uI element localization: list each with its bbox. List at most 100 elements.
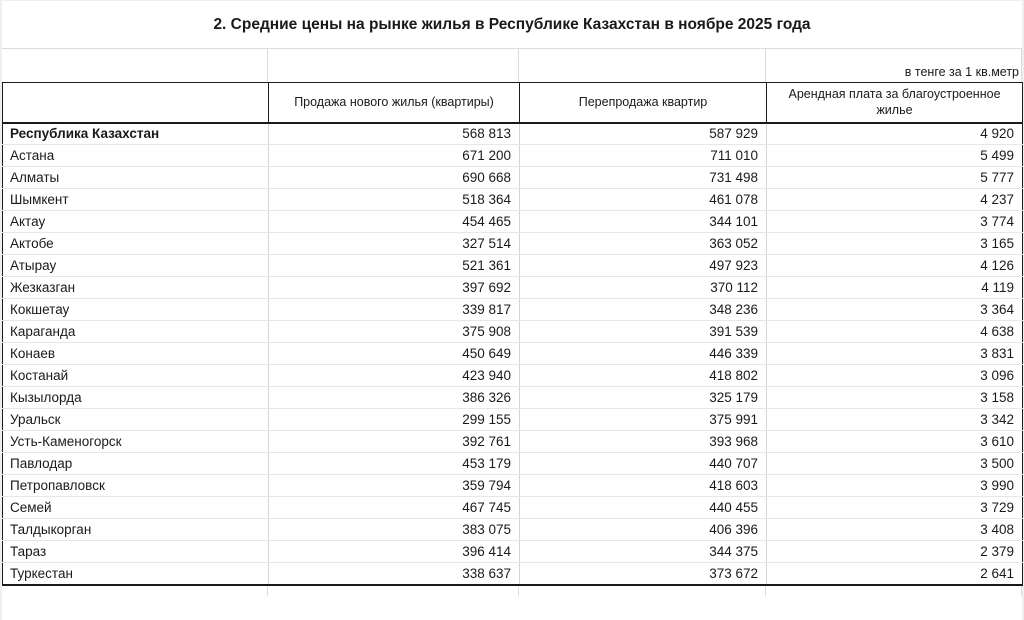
resale-cell: 363 052: [519, 232, 767, 255]
new-sale-cell: 386 326: [268, 386, 520, 409]
new-sale-cell: 397 692: [268, 276, 520, 299]
region-cell: Павлодар: [2, 452, 269, 475]
column-header-rent: Арендная плата за благоустроенное жилье: [766, 82, 1023, 124]
table-row: Семей 467 745 440 455 3 729: [2, 496, 1023, 519]
new-sale-cell: 453 179: [268, 452, 520, 475]
rent-cell: 4 119: [766, 276, 1023, 299]
region-cell: Семей: [2, 496, 269, 519]
resale-cell: 344 375: [519, 540, 767, 563]
resale-cell: 587 929: [519, 122, 767, 145]
resale-cell: 348 236: [519, 298, 767, 321]
resale-cell: 375 991: [519, 408, 767, 431]
table-row: Астана 671 200 711 010 5 499: [2, 144, 1023, 167]
partial-cell: [268, 585, 519, 596]
resale-cell: 370 112: [519, 276, 767, 299]
units-band: в тенге за 1 кв.метр: [2, 49, 1022, 82]
resale-cell: 325 179: [519, 386, 767, 409]
table-row: Туркестан 338 637 373 672 2 641: [2, 562, 1023, 586]
resale-cell: 731 498: [519, 166, 767, 189]
rent-cell: 2 379: [766, 540, 1023, 563]
new-sale-cell: 392 761: [268, 430, 520, 453]
rent-cell: 3 610: [766, 430, 1023, 453]
region-cell: Республика Казахстан: [2, 122, 269, 145]
resale-cell: 418 802: [519, 364, 767, 387]
region-cell: Караганда: [2, 320, 269, 343]
table-row: Талдыкорган 383 075 406 396 3 408: [2, 518, 1023, 541]
region-cell: Кокшетау: [2, 298, 269, 321]
resale-cell: 497 923: [519, 254, 767, 277]
table-row: Петропавловск 359 794 418 603 3 990: [2, 474, 1023, 497]
resale-cell: 393 968: [519, 430, 767, 453]
rent-cell: 3 831: [766, 342, 1023, 365]
region-cell: Конаев: [2, 342, 269, 365]
region-cell: Костанай: [2, 364, 269, 387]
table-row: Шымкент 518 364 461 078 4 237: [2, 188, 1023, 211]
region-cell: Алматы: [2, 166, 269, 189]
table-row: Жезказган 397 692 370 112 4 119: [2, 276, 1023, 299]
table-row: Республика Казахстан 568 813 587 929 4 920: [2, 122, 1023, 145]
region-cell: Актау: [2, 210, 269, 233]
table-row: Караганда 375 908 391 539 4 638: [2, 320, 1023, 343]
region-cell: Шымкент: [2, 188, 269, 211]
table-row: Кокшетау 339 817 348 236 3 364: [2, 298, 1023, 321]
rent-cell: 3 729: [766, 496, 1023, 519]
rent-cell: 4 237: [766, 188, 1023, 211]
resale-cell: 446 339: [519, 342, 767, 365]
new-sale-cell: 423 940: [268, 364, 520, 387]
partial-cell: [519, 585, 766, 596]
rent-cell: 5 499: [766, 144, 1023, 167]
units-spacer-resale: [519, 49, 766, 82]
column-header-region: [2, 82, 269, 124]
rent-cell: 3 158: [766, 386, 1023, 409]
units-spacer-region: [2, 49, 268, 82]
rent-cell: 3 774: [766, 210, 1023, 233]
table-row: Конаев 450 649 446 339 3 831: [2, 342, 1023, 365]
region-cell: Кызылорда: [2, 386, 269, 409]
region-cell: Уральск: [2, 408, 269, 431]
partial-next-row: [2, 585, 1022, 596]
rent-cell: 4 126: [766, 254, 1023, 277]
table-row: Актобе 327 514 363 052 3 165: [2, 232, 1023, 255]
new-sale-cell: 467 745: [268, 496, 520, 519]
rent-cell: 3 990: [766, 474, 1023, 497]
table-row: Костанай 423 940 418 802 3 096: [2, 364, 1023, 387]
rent-cell: 3 364: [766, 298, 1023, 321]
table-row: Павлодар 453 179 440 707 3 500: [2, 452, 1023, 475]
region-cell: Петропавловск: [2, 474, 269, 497]
column-header-resale: Перепродажа квартир: [519, 82, 767, 124]
new-sale-cell: 299 155: [268, 408, 520, 431]
rent-cell: 3 165: [766, 232, 1023, 255]
table-row: Актау 454 465 344 101 3 774: [2, 210, 1023, 233]
housing-prices-table: Продажа нового жилья (квартиры) Перепрод…: [2, 82, 1023, 586]
new-sale-cell: 454 465: [268, 210, 520, 233]
resale-cell: 406 396: [519, 518, 767, 541]
column-header-new-sale: Продажа нового жилья (квартиры): [268, 82, 520, 124]
table-row: Уральск 299 155 375 991 3 342: [2, 408, 1023, 431]
region-cell: Актобе: [2, 232, 269, 255]
new-sale-cell: 339 817: [268, 298, 520, 321]
partial-cell: [766, 585, 1022, 596]
resale-cell: 344 101: [519, 210, 767, 233]
rent-cell: 5 777: [766, 166, 1023, 189]
new-sale-cell: 671 200: [268, 144, 520, 167]
new-sale-cell: 396 414: [268, 540, 520, 563]
partial-cell: [2, 585, 268, 596]
rent-cell: 3 408: [766, 518, 1023, 541]
table-row: Кызылорда 386 326 325 179 3 158: [2, 386, 1023, 409]
table-row: Усть-Каменогорск 392 761 393 968 3 610: [2, 430, 1023, 453]
rent-cell: 3 096: [766, 364, 1023, 387]
new-sale-cell: 568 813: [268, 122, 520, 145]
resale-cell: 711 010: [519, 144, 767, 167]
resale-cell: 461 078: [519, 188, 767, 211]
resale-cell: 418 603: [519, 474, 767, 497]
new-sale-cell: 450 649: [268, 342, 520, 365]
report-title: 2. Средние цены на рынке жилья в Республ…: [2, 1, 1022, 49]
region-cell: Тараз: [2, 540, 269, 563]
new-sale-cell: 327 514: [268, 232, 520, 255]
units-note: в тенге за 1 кв.метр: [766, 49, 1022, 82]
region-cell: Туркестан: [2, 562, 269, 586]
resale-cell: 440 455: [519, 496, 767, 519]
new-sale-cell: 359 794: [268, 474, 520, 497]
